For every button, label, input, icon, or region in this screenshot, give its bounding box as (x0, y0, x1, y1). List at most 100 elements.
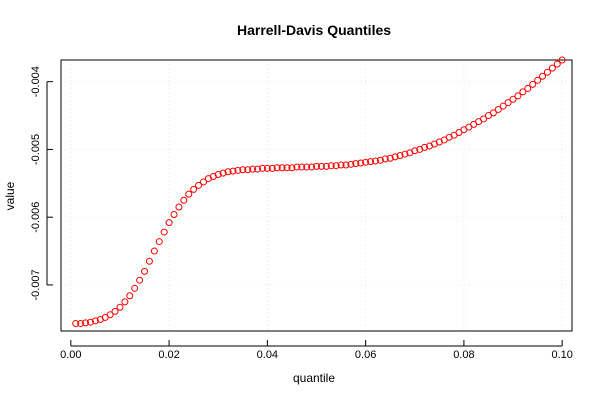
data-point (514, 92, 522, 100)
data-point (82, 319, 90, 327)
x-axis: 0.00 0.02 0.04 0.06 0.08 0.10 (60, 340, 573, 361)
data-point (386, 154, 394, 162)
data-point (317, 162, 325, 170)
data-point (499, 102, 507, 110)
data-point (170, 210, 178, 218)
data-point (77, 320, 85, 328)
data-point (332, 162, 340, 170)
x-tick-label: 0.04 (257, 349, 278, 361)
data-point (391, 153, 399, 161)
data-point (234, 166, 242, 174)
data-points (72, 56, 566, 328)
data-point (126, 292, 134, 300)
chart-title: Harrell-Davis Quantiles (237, 22, 391, 38)
data-point (539, 72, 547, 80)
data-point (313, 162, 320, 170)
data-point (258, 164, 266, 172)
data-point (91, 317, 99, 325)
data-point (543, 68, 551, 76)
x-tick-label: 0.10 (551, 349, 572, 361)
plot-frame (60, 59, 573, 332)
data-point (155, 238, 163, 246)
data-point (283, 164, 291, 172)
data-point (293, 163, 301, 171)
data-point (190, 185, 198, 193)
data-point (362, 158, 370, 166)
data-point (411, 147, 419, 155)
data-point (548, 64, 556, 72)
data-point (150, 247, 158, 255)
data-point (263, 164, 271, 172)
data-point (342, 161, 350, 169)
data-point (239, 166, 247, 174)
data-point (180, 196, 188, 204)
data-point (529, 80, 537, 88)
data-point (72, 320, 80, 328)
data-point (254, 165, 262, 173)
data-point (519, 88, 527, 96)
data-point (347, 160, 355, 168)
data-point (489, 109, 497, 117)
data-point (553, 60, 561, 68)
x-tick-label: 0.02 (158, 349, 179, 361)
data-point (421, 143, 429, 151)
x-tick-label: 0.00 (60, 349, 81, 361)
data-point (298, 163, 306, 171)
x-axis-label: quantile (293, 371, 335, 385)
data-point (558, 56, 566, 64)
data-point (381, 155, 389, 163)
data-point (273, 164, 281, 172)
data-point (219, 169, 227, 177)
data-point (175, 203, 183, 211)
data-point (376, 156, 384, 164)
data-point (86, 318, 94, 326)
data-point (249, 165, 257, 173)
data-point (116, 303, 124, 311)
data-point (352, 160, 360, 168)
data-point (268, 164, 276, 172)
data-point (401, 150, 409, 158)
data-point (214, 170, 222, 178)
data-point (106, 311, 114, 319)
data-point (367, 158, 375, 166)
y-axis: -0.007 -0.006 -0.005 -0.004 (30, 66, 53, 301)
data-point (131, 284, 139, 292)
y-tick-label: -0.005 (30, 134, 42, 165)
y-axis-label: value (3, 181, 17, 210)
data-point (327, 162, 335, 170)
data-point (145, 257, 153, 265)
y-tick-label: -0.007 (30, 269, 42, 300)
data-point (121, 298, 129, 306)
data-point (165, 219, 173, 227)
data-point (509, 95, 517, 103)
data-point (185, 190, 193, 198)
data-point (322, 162, 330, 170)
x-tick-label: 0.06 (355, 349, 376, 361)
data-point (160, 228, 168, 236)
data-point (136, 276, 144, 284)
data-point (244, 166, 252, 174)
data-point (480, 115, 488, 123)
data-point (308, 163, 316, 171)
data-point (288, 164, 296, 172)
data-point (396, 152, 404, 160)
data-point (337, 161, 345, 169)
data-point (278, 164, 286, 172)
data-point (195, 181, 203, 189)
data-point (229, 167, 237, 175)
data-point (224, 168, 232, 176)
data-point (111, 307, 119, 315)
y-tick-label: -0.004 (30, 66, 42, 97)
data-point (504, 99, 512, 107)
x-tick-label: 0.08 (453, 349, 474, 361)
data-point (494, 105, 502, 113)
data-point (534, 76, 542, 84)
data-point (141, 267, 149, 275)
data-point (371, 157, 379, 165)
data-point (524, 84, 532, 92)
data-point (357, 159, 365, 167)
data-point (199, 178, 207, 186)
data-point (303, 163, 311, 171)
